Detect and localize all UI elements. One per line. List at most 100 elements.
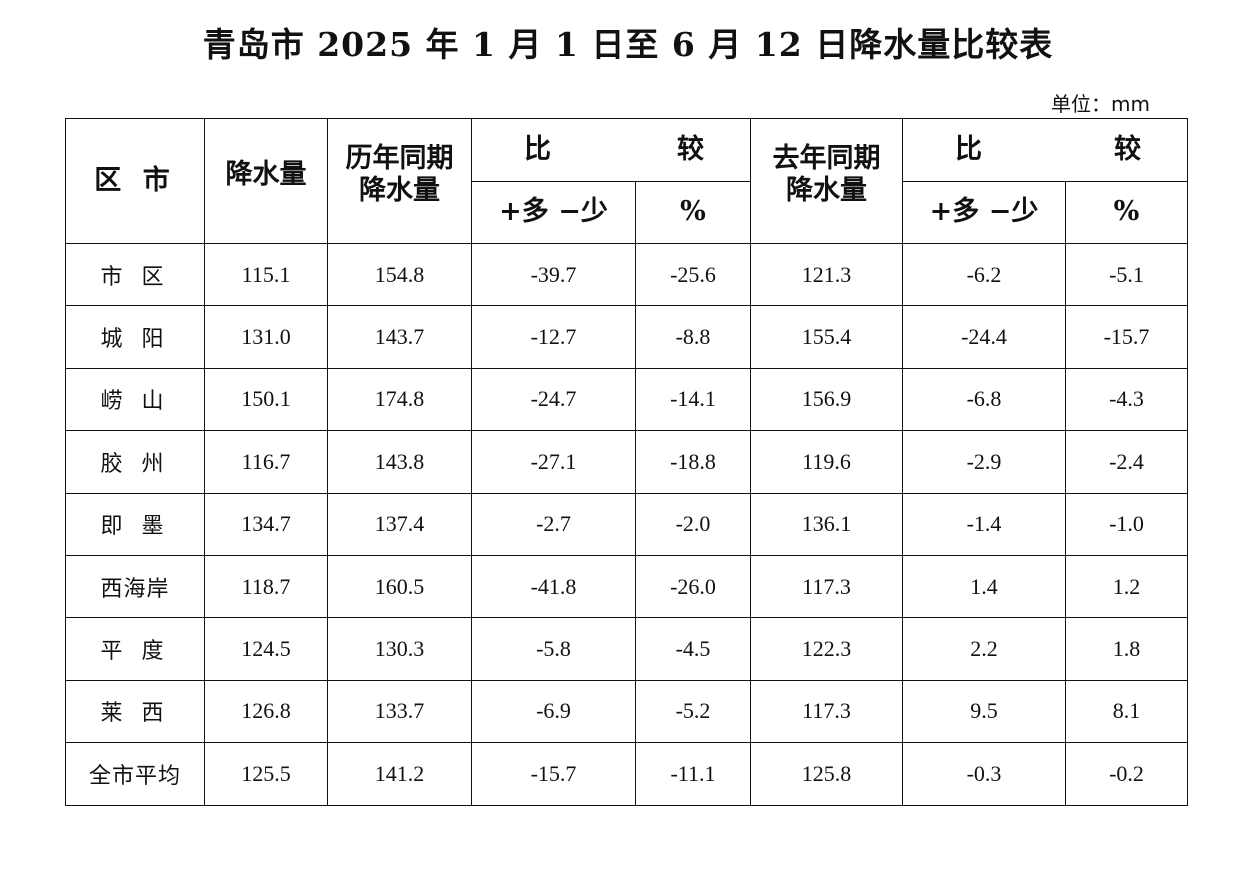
cell-region: 城 阳 <box>65 305 205 369</box>
header-last-diff: +多 −少 <box>902 181 1066 244</box>
cell-last-pct: -4.3 <box>1065 367 1188 432</box>
cell-hist-pct: -11.1 <box>635 742 751 806</box>
cell-last-pct: 8.1 <box>1065 679 1188 744</box>
header-last-pct: % <box>1065 181 1188 244</box>
header-hist-line2: 降水量 <box>359 175 440 207</box>
cell-hist: 174.8 <box>327 367 472 432</box>
cell-hist-diff: -12.7 <box>471 305 636 369</box>
cell-last-diff: -6.8 <box>902 367 1066 432</box>
cell-region: 平 度 <box>65 617 205 681</box>
cell-region: 胶 州 <box>65 430 205 494</box>
cell-last: 117.3 <box>750 554 903 619</box>
cell-last-diff: -2.9 <box>902 430 1066 494</box>
cell-region: 全市平均 <box>65 742 205 806</box>
cell-last-diff: -1.4 <box>902 492 1066 556</box>
table-row: 即 墨 134.7 137.4 -2.7 -2.0 136.1 -1.4 -1.… <box>65 492 1188 556</box>
header-region: 区 市 <box>65 118 205 244</box>
cell-last-pct: -5.1 <box>1065 242 1188 307</box>
cell-last: 156.9 <box>750 367 903 432</box>
header-compare-last: 比 较 <box>902 118 1188 182</box>
cell-hist-pct: -26.0 <box>635 554 751 619</box>
table-body: 市 区 115.1 154.8 -39.7 -25.6 121.3 -6.2 -… <box>65 242 1188 806</box>
cell-region: 市 区 <box>65 242 205 307</box>
cell-hist-diff: -24.7 <box>471 367 636 432</box>
header-hist-line1: 历年同期 <box>345 143 454 174</box>
header-compare-last-left: 比 <box>955 133 982 165</box>
cell-hist: 154.8 <box>327 242 472 307</box>
cell-last-diff: 9.5 <box>902 679 1066 744</box>
cell-last-diff: 2.2 <box>902 617 1066 681</box>
cell-hist-pct: -4.5 <box>635 617 751 681</box>
header-compare-hist-right: 较 <box>677 133 704 165</box>
cell-hist: 130.3 <box>327 617 472 681</box>
precipitation-table: 区 市 降水量 历年同期 降水量 比 较 去年同期 降水量 比 较 <box>65 118 1188 806</box>
cell-last-pct: 1.2 <box>1065 554 1188 619</box>
cell-last-pct: -2.4 <box>1065 430 1188 494</box>
cell-last-diff: -0.3 <box>902 742 1066 806</box>
header-hist-pct: % <box>635 181 751 244</box>
cell-hist-pct: -25.6 <box>635 242 751 307</box>
cell-hist-diff: -27.1 <box>471 430 636 494</box>
cell-last: 121.3 <box>750 242 903 307</box>
cell-last-pct: -0.2 <box>1065 742 1188 806</box>
cell-last-pct: 1.8 <box>1065 617 1188 681</box>
cell-hist-pct: -8.8 <box>635 305 751 369</box>
cell-last: 119.6 <box>750 430 903 494</box>
table-row: 城 阳 131.0 143.7 -12.7 -8.8 155.4 -24.4 -… <box>65 305 1188 369</box>
table-row: 胶 州 116.7 143.8 -27.1 -18.8 119.6 -2.9 -… <box>65 430 1188 494</box>
cell-last-diff: -6.2 <box>902 242 1066 307</box>
cell-hist-diff: -39.7 <box>471 242 636 307</box>
cell-last: 122.3 <box>750 617 903 681</box>
cell-hist-diff: -6.9 <box>471 679 636 744</box>
cell-precip: 134.7 <box>204 492 328 556</box>
cell-hist: 143.7 <box>327 305 472 369</box>
cell-hist-diff: -15.7 <box>471 742 636 806</box>
cell-precip: 150.1 <box>204 367 328 432</box>
cell-hist-diff: -5.8 <box>471 617 636 681</box>
cell-last: 155.4 <box>750 305 903 369</box>
header-last-line2: 降水量 <box>786 175 867 207</box>
header-compare-hist-left: 比 <box>524 133 551 165</box>
table-row: 崂 山 150.1 174.8 -24.7 -14.1 156.9 -6.8 -… <box>65 367 1188 432</box>
cell-precip: 124.5 <box>204 617 328 681</box>
cell-last-diff: -24.4 <box>902 305 1066 369</box>
cell-hist: 143.8 <box>327 430 472 494</box>
cell-hist-diff: -2.7 <box>471 492 636 556</box>
cell-last-pct: -15.7 <box>1065 305 1188 369</box>
cell-hist: 160.5 <box>327 554 472 619</box>
table-header: 区 市 降水量 历年同期 降水量 比 较 去年同期 降水量 比 较 <box>65 118 1188 244</box>
header-compare-hist: 比 较 <box>471 118 751 182</box>
table-row: 西海岸 118.7 160.5 -41.8 -26.0 117.3 1.4 1.… <box>65 554 1188 619</box>
header-hist-precip: 历年同期 降水量 <box>327 118 472 244</box>
page-title: 青岛市 2025 年 1 月 1 日至 6 月 12 日降水量比较表 <box>202 25 1054 64</box>
cell-hist: 141.2 <box>327 742 472 806</box>
cell-precip: 125.5 <box>204 742 328 806</box>
cell-region: 即 墨 <box>65 492 205 556</box>
header-last-line1: 去年同期 <box>772 143 881 174</box>
cell-hist-diff: -41.8 <box>471 554 636 619</box>
cell-precip: 118.7 <box>204 554 328 619</box>
cell-precip: 131.0 <box>204 305 328 369</box>
table-row: 市 区 115.1 154.8 -39.7 -25.6 121.3 -6.2 -… <box>65 242 1188 307</box>
cell-last-pct: -1.0 <box>1065 492 1188 556</box>
table-row-city-average: 全市平均 125.5 141.2 -15.7 -11.1 125.8 -0.3 … <box>65 742 1188 806</box>
header-hist-diff: +多 −少 <box>471 181 636 244</box>
cell-region: 西海岸 <box>65 554 205 619</box>
cell-hist: 137.4 <box>327 492 472 556</box>
cell-precip: 126.8 <box>204 679 328 744</box>
cell-precip: 116.7 <box>204 430 328 494</box>
cell-last: 136.1 <box>750 492 903 556</box>
table-row: 莱 西 126.8 133.7 -6.9 -5.2 117.3 9.5 8.1 <box>65 679 1188 744</box>
cell-hist-pct: -5.2 <box>635 679 751 744</box>
cell-hist-pct: -14.1 <box>635 367 751 432</box>
cell-hist-pct: -2.0 <box>635 492 751 556</box>
cell-hist: 133.7 <box>327 679 472 744</box>
cell-last: 125.8 <box>750 742 903 806</box>
unit-label: 单位：mm <box>1051 92 1150 116</box>
table-row: 平 度 124.5 130.3 -5.8 -4.5 122.3 2.2 1.8 <box>65 617 1188 681</box>
cell-precip: 115.1 <box>204 242 328 307</box>
header-compare-last-right: 较 <box>1114 133 1141 165</box>
cell-last: 117.3 <box>750 679 903 744</box>
cell-last-diff: 1.4 <box>902 554 1066 619</box>
header-last-precip: 去年同期 降水量 <box>750 118 903 244</box>
